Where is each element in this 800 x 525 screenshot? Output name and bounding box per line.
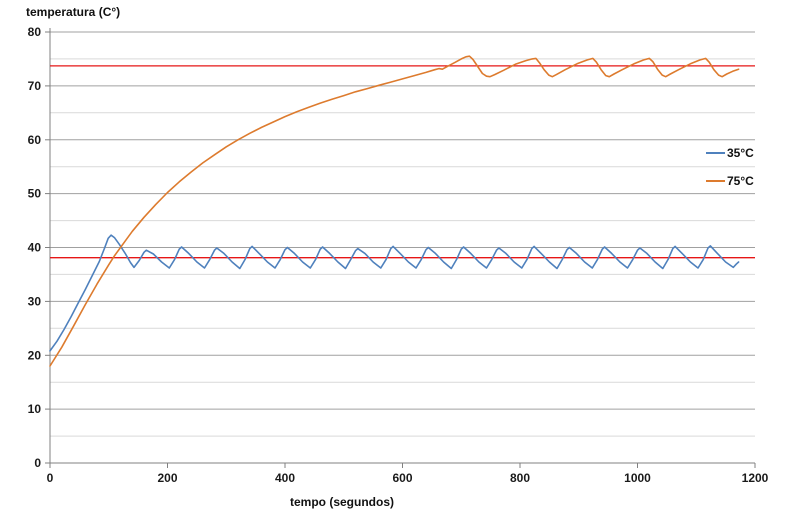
svg-text:1000: 1000: [624, 471, 651, 485]
svg-text:50: 50: [28, 187, 42, 201]
svg-text:30: 30: [28, 294, 42, 308]
legend-label-35c: 35°C: [727, 146, 754, 160]
legend-label-75c: 75°C: [727, 174, 754, 188]
legend-entry-35c: 35°C: [706, 145, 754, 161]
svg-text:600: 600: [392, 471, 412, 485]
legend-line-sample-35c: [706, 152, 725, 154]
svg-text:0: 0: [47, 471, 54, 485]
svg-text:70: 70: [28, 79, 42, 93]
legend-line-sample-75c: [706, 180, 725, 182]
x-axis-title: tempo (segundos): [290, 495, 394, 509]
svg-text:1200: 1200: [742, 471, 769, 485]
legend: 35°C 75°C: [706, 145, 754, 201]
svg-text:0: 0: [34, 456, 41, 470]
svg-text:800: 800: [510, 471, 530, 485]
svg-text:10: 10: [28, 402, 42, 416]
svg-text:200: 200: [157, 471, 177, 485]
svg-text:80: 80: [28, 25, 42, 39]
svg-text:60: 60: [28, 133, 42, 147]
legend-entry-75c: 75°C: [706, 173, 754, 189]
svg-text:20: 20: [28, 348, 42, 362]
y-axis-title: temperatura (C°): [26, 5, 121, 19]
svg-text:400: 400: [275, 471, 295, 485]
svg-text:40: 40: [28, 241, 42, 255]
